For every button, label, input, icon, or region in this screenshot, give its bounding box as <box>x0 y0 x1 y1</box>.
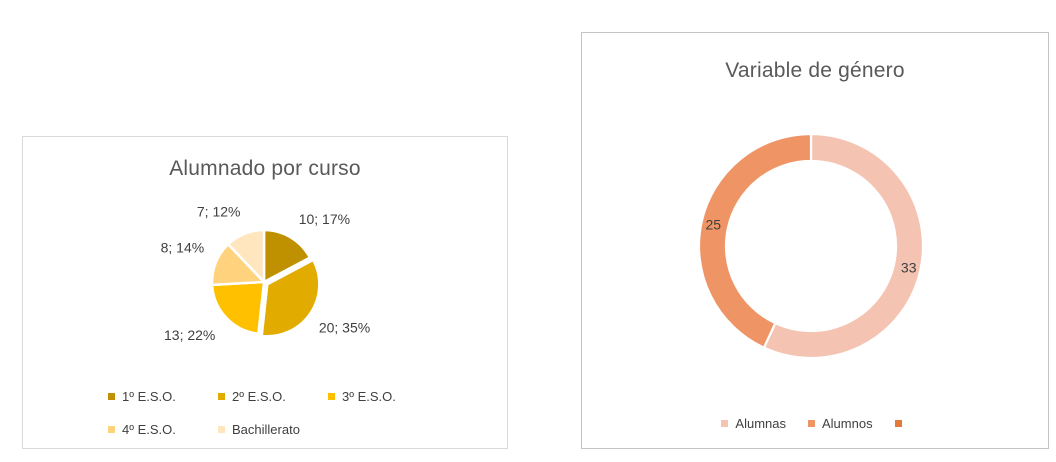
data-label: 10; 17% <box>299 211 350 227</box>
legend-label: 3º E.S.O. <box>342 389 396 404</box>
legend-item-unlabeled <box>894 420 909 427</box>
pie-slice-Alumnos <box>697 132 813 349</box>
legend-label: 1º E.S.O. <box>122 389 176 404</box>
pie-slice-3º E.S.O. <box>210 280 266 335</box>
legend-label: Bachillerato <box>232 422 300 437</box>
legend-item-1º E.S.O.: 1º E.S.O. <box>108 380 218 413</box>
legend-swatch-icon <box>328 393 335 400</box>
alumnado-legend: 1º E.S.O. 2º E.S.O. 3º E.S.O. 4º E.S.O. Bach… <box>108 380 438 446</box>
legend-item-Alumnos: Alumnos <box>808 416 873 431</box>
pie-slice-Bachillerato <box>226 228 266 284</box>
legend-swatch-icon <box>218 393 225 400</box>
pie-slice-Alumnas <box>762 132 925 360</box>
alumnado-chart-title: Alumnado por curso <box>169 157 361 180</box>
legend-swatch-icon <box>108 426 115 433</box>
data-label: 33 <box>901 260 917 276</box>
genero-chart-title: Variable de género <box>725 59 905 82</box>
legend-label: Alumnos <box>822 416 873 431</box>
data-label: 13; 22% <box>164 327 215 343</box>
legend-swatch-icon <box>808 420 815 427</box>
data-label: 25 <box>706 217 722 233</box>
alumnado-pie-chart: 10; 17% 20; 35% 13; 22% 8; 14% 7; 12% <box>161 203 371 343</box>
legend-swatch-icon <box>218 426 225 433</box>
genero-legend: Alumnas Alumnos <box>582 416 1048 431</box>
legend-item-Bachillerato: Bachillerato <box>218 413 328 446</box>
variable-de-genero-chart-card[interactable]: Variable de género 33 25 Alumnas Alumnos <box>581 32 1049 449</box>
legend-item-2º E.S.O.: 2º E.S.O. <box>218 380 328 413</box>
pie-slice-1º E.S.O. <box>262 228 312 284</box>
pie-slice-2º E.S.O. <box>260 258 321 338</box>
data-label: 8; 14% <box>161 240 205 256</box>
legend-label: 4º E.S.O. <box>122 422 176 437</box>
legend-swatch-icon <box>721 420 729 427</box>
data-label: 20; 35% <box>319 320 370 336</box>
legend-label: Alumnas <box>735 416 786 431</box>
legend-item-4º E.S.O.: 4º E.S.O. <box>108 413 218 446</box>
legend-swatch-icon <box>894 420 902 427</box>
data-label: 7; 12% <box>197 203 241 219</box>
genero-doughnut-chart: 33 25 <box>697 132 925 360</box>
legend-item-3º E.S.O.: 3º E.S.O. <box>328 380 438 413</box>
legend-item-Alumnas: Alumnas <box>721 416 786 431</box>
legend-label: 2º E.S.O. <box>232 389 286 404</box>
legend-swatch-icon <box>108 393 115 400</box>
alumnado-por-curso-chart-card[interactable]: Alumnado por curso 10; 17% 20; 35% 13; 22%… <box>22 136 508 449</box>
